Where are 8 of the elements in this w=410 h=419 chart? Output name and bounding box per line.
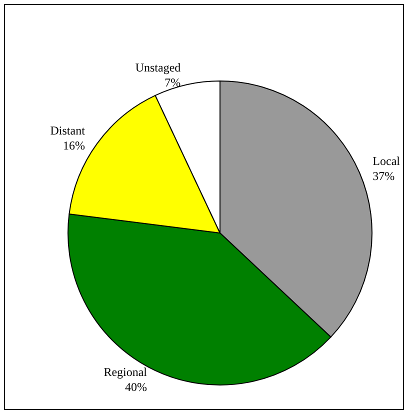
slice-label: Regional — [104, 365, 148, 380]
data-label: 37% — [372, 169, 395, 184]
data-label: 40% — [125, 380, 148, 394]
slice-label: Unstaged — [135, 60, 181, 74]
data-label: 7% — [164, 75, 181, 90]
slice-label: Local — [372, 154, 401, 168]
data-label: 16% — [62, 138, 85, 152]
slice-label: Distant — [50, 123, 86, 138]
